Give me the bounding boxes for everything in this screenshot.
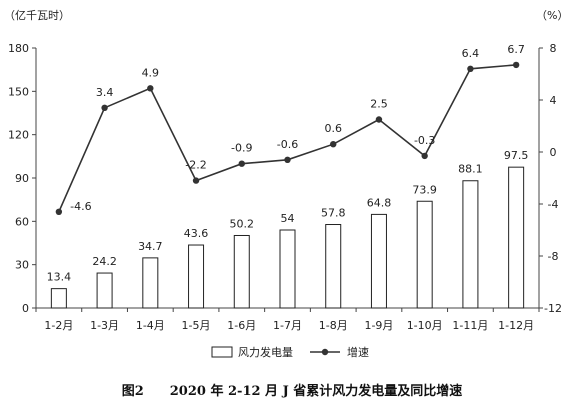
bar (279, 229, 296, 309)
bar-data-label: 50.2 (230, 217, 255, 230)
growth-point (512, 61, 520, 69)
right-tick-label: -12 (544, 302, 562, 315)
right-axis-unit: （%） (536, 9, 568, 22)
growth-data-label: -0.6 (277, 138, 298, 151)
bar-data-label: 13.4 (47, 271, 72, 284)
x-tick-label: 1-11月 (452, 319, 488, 332)
bar-data-label: 43.6 (184, 227, 209, 240)
growth-point (284, 156, 291, 163)
growth-data-label: -4.6 (70, 200, 91, 213)
x-tick-label: 1-9月 (364, 319, 393, 332)
x-tick-label: 1-5月 (182, 319, 211, 332)
x-tick-label: 1-10月 (407, 319, 443, 332)
line-group (55, 61, 520, 215)
growth-point (101, 104, 108, 112)
growth-data-label: 6.7 (507, 43, 525, 56)
growth-point (147, 85, 154, 92)
left-tick-label: 120 (8, 129, 29, 142)
left-tick-label: 60 (15, 215, 29, 228)
right-tick-label: 0 (550, 146, 557, 159)
x-tick-label: 1-4月 (136, 319, 165, 332)
growth-data-label: 3.4 (96, 86, 114, 99)
growth-point (375, 116, 383, 123)
x-tick-label: 1-12月 (498, 319, 534, 332)
chart-title: 图2 2020 年 2-12 月 J 省累计风力发电量及同比增速 (122, 383, 463, 399)
legend-bar-label: 风力发电量 (238, 345, 293, 359)
right-tick-label: 8 (550, 42, 557, 55)
bar (416, 200, 433, 309)
right-tick-label: -4 (548, 198, 559, 211)
bar-data-label: 73.9 (412, 183, 437, 196)
bar (233, 234, 250, 309)
bar-data-label: 24.2 (92, 255, 117, 268)
bar (462, 180, 479, 309)
bar-data-label: 54 (281, 212, 295, 225)
growth-point (192, 177, 200, 184)
legend-line-label: 增速 (347, 345, 369, 359)
left-axis-unit: （亿千瓦时） (4, 9, 70, 22)
bar (508, 166, 525, 309)
x-tick-label: 1-6月 (227, 319, 256, 332)
bar-data-label: 34.7 (138, 240, 163, 253)
growth-point (467, 65, 474, 73)
bars-group (50, 166, 525, 309)
bar (325, 224, 342, 309)
bar-data-label: 64.8 (367, 196, 392, 209)
bar (370, 213, 387, 309)
right-tick-label: 4 (550, 94, 557, 107)
x-tick-label: 1-3月 (90, 319, 119, 332)
growth-point (238, 160, 245, 167)
growth-data-label: -2.2 (185, 159, 206, 172)
growth-data-label: 2.5 (370, 98, 388, 111)
growth-data-label: 0.6 (324, 122, 342, 135)
growth-point (330, 141, 337, 148)
x-tick-label: 1-7月 (273, 319, 302, 332)
bar (188, 244, 205, 309)
growth-data-label: -0.9 (231, 142, 252, 155)
left-tick-label: 30 (15, 259, 29, 272)
legend-bar-swatch (211, 346, 233, 358)
growth-data-label: -0.3 (414, 134, 435, 147)
growth-point (55, 208, 63, 215)
right-tick-label: -8 (548, 250, 559, 263)
bar-data-label: 57.8 (321, 207, 346, 220)
bar (50, 288, 67, 309)
growth-point (421, 152, 428, 160)
bar-data-label: 97.5 (504, 149, 529, 162)
growth-data-label: 6.4 (462, 47, 480, 60)
bar (142, 257, 159, 309)
axes-group: 0 30 60 90 120 150 180 -12 -8 -4 0 4 8 1-2月 1-3月 1-4月 1-… (8, 42, 562, 332)
left-tick-label: 150 (8, 85, 29, 98)
x-tick-label: 1-8月 (319, 319, 348, 332)
left-tick-label: 90 (15, 172, 29, 185)
legend-line-marker (321, 348, 329, 356)
x-tick-label: 1-2月 (44, 319, 73, 332)
labels-group: 13.4 24.2 34.7 43.6 50.2 54 57.8 64.8 73.9 88.1 97… (47, 43, 529, 284)
left-tick-label: 0 (22, 302, 29, 315)
bar (96, 272, 113, 309)
growth-data-label: 4.9 (142, 66, 160, 79)
bar-data-label: 88.1 (458, 163, 483, 176)
legend: 风力发电量 增速 (211, 345, 369, 359)
left-tick-label: 180 (8, 42, 29, 55)
